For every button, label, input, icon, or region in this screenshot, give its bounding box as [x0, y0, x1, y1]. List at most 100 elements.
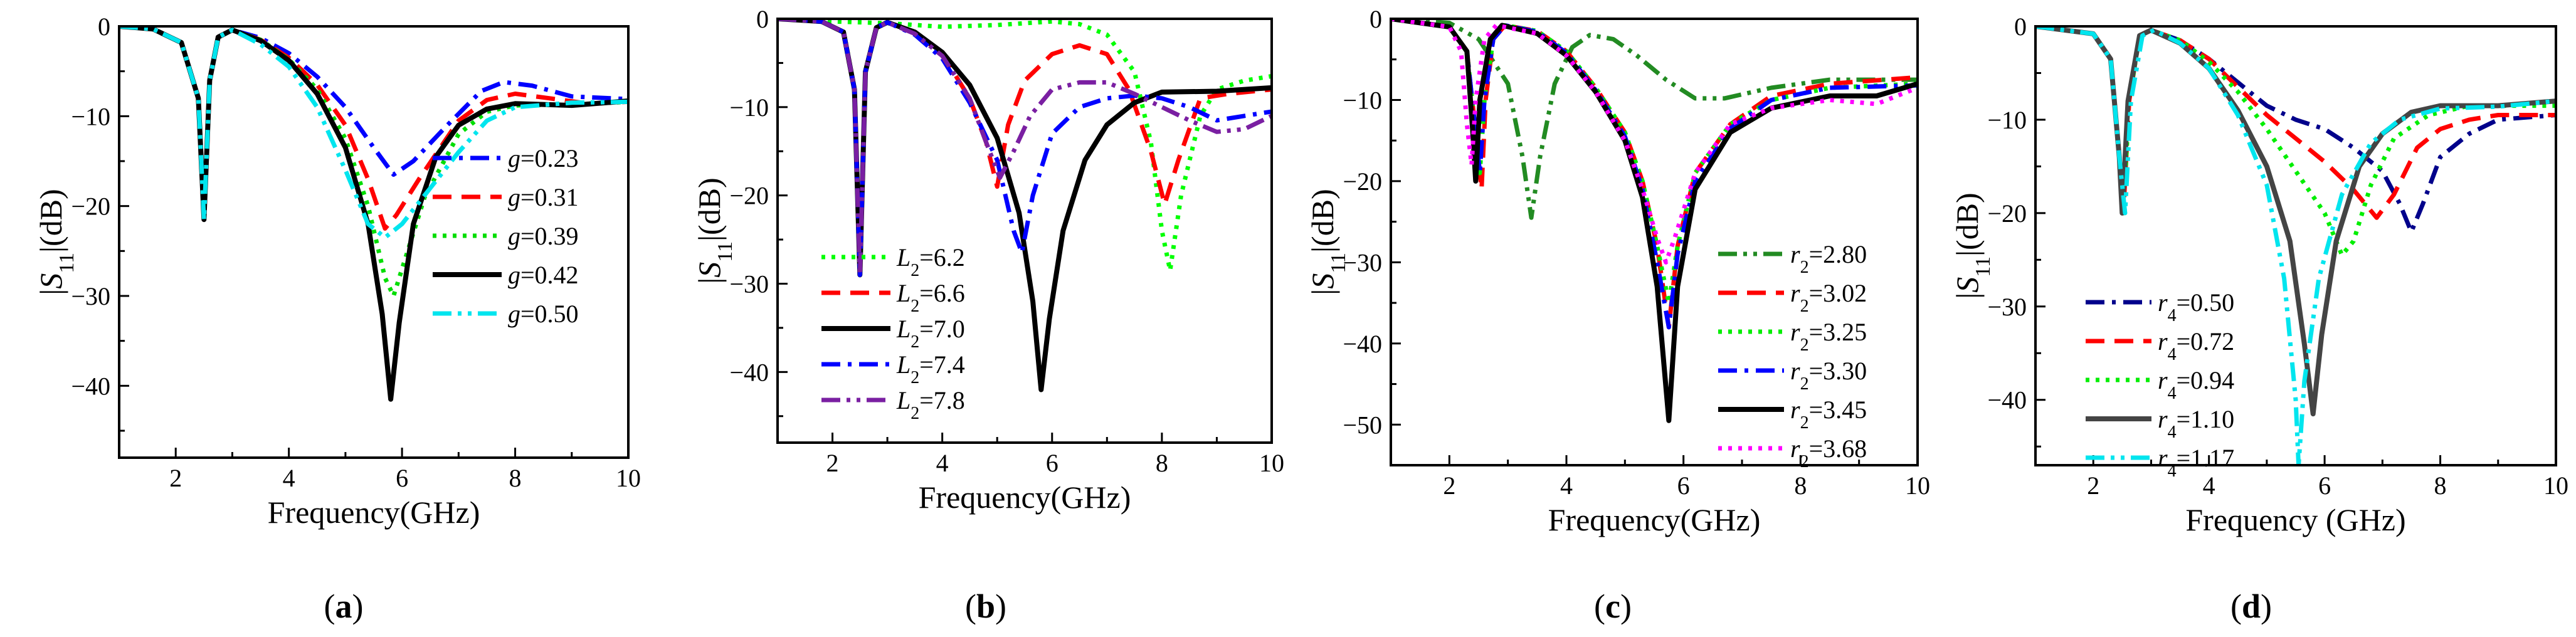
- legend-entry-label: r4=0.72: [2158, 327, 2234, 364]
- x-axis-label: Frequency(GHz): [268, 495, 480, 530]
- y-axis-label: |S11|(dB): [1950, 192, 1995, 298]
- y-tick-label: 0: [98, 13, 110, 41]
- y-tick-label: −20: [71, 192, 110, 221]
- y-tick-label: −30: [71, 282, 110, 310]
- x-tick-label: 10: [1905, 471, 1930, 500]
- y-tick-label: −20: [729, 182, 769, 210]
- legend-entry-label: L2=7.8: [896, 386, 965, 423]
- x-tick-label: 8: [2434, 471, 2447, 500]
- series-line-g-0-39: [119, 26, 628, 298]
- plot-frame: [118, 25, 630, 459]
- legend-entry-label: r4=1.10: [2158, 405, 2234, 442]
- legend-entry-label: r2=3.02: [1790, 279, 1867, 316]
- plot-frame: [2034, 25, 2557, 466]
- x-tick-label: 8: [1156, 449, 1168, 477]
- y-tick-label: −40: [71, 372, 110, 400]
- y-tick-label: −20: [1343, 167, 1382, 196]
- x-tick-label: 10: [2543, 471, 2568, 500]
- legend-entry-label: r2=3.68: [1790, 434, 1867, 471]
- y-tick-label: −10: [1987, 106, 2027, 134]
- x-tick-label: 4: [936, 449, 949, 477]
- plot-frame: [776, 18, 1273, 444]
- x-tick-label: 8: [1794, 471, 1807, 500]
- y-axis-label: |S11|(dB): [33, 189, 78, 295]
- x-tick-label: 6: [2318, 471, 2331, 500]
- series-line-r4-0-50: [2035, 26, 2556, 234]
- series-line-r4-0-94: [2035, 26, 2556, 258]
- legend: L2=6.2L2=6.6L2=7.0L2=7.4L2=7.8: [821, 243, 965, 423]
- legend-entry-label: L2=6.6: [896, 279, 965, 316]
- y-tick-label: −30: [1343, 248, 1382, 276]
- series-line-l2-6-6: [778, 19, 1272, 277]
- y-axis-label: |S11|(dB): [692, 177, 737, 283]
- legend: g=0.23 g=0.31 g=0.39 g=0.42 g=0.50: [433, 144, 579, 328]
- series-lines: [1391, 19, 1918, 423]
- x-tick-label: 2: [826, 449, 839, 477]
- legend-entry-label: r4=0.50: [2158, 288, 2234, 325]
- panel-label: (c): [1594, 587, 1632, 625]
- x-tick-label: 4: [1560, 471, 1573, 500]
- x-tick-label: 6: [1046, 449, 1058, 477]
- series-line-g-0-50: [119, 26, 628, 240]
- chart-panel-b: 2 4 6 8 10 0 −10 −20 −30 −40 Frequency(GHz) |S11|(d…: [692, 5, 1284, 625]
- series-lines: [119, 26, 628, 402]
- x-tick-label: 10: [616, 464, 641, 492]
- legend-entry-label: r2=2.80: [1790, 240, 1867, 277]
- series-lines: [2035, 26, 2556, 465]
- series-line-r4-1-17: [2035, 26, 2556, 465]
- y-tick-label: 0: [756, 5, 769, 33]
- y-tick-label: 0: [2014, 13, 2027, 41]
- y-tick-label: 0: [1370, 5, 1382, 33]
- y-tick-label: −10: [729, 93, 769, 122]
- y-tick-label: −40: [729, 358, 769, 386]
- chart-panel-a: 2 4 6 8 10 0 −10 −20 −30 −40 Frequency(GHz) |S11|(d…: [33, 13, 641, 625]
- series-lines: [778, 19, 1272, 392]
- legend-entry-label: L2=6.2: [896, 243, 965, 280]
- series-line-l2-7-0: [778, 19, 1272, 392]
- legend: r2=2.80r2=3.02r2=3.25r2=3.30r2=3.45r2=3.…: [1718, 240, 1867, 471]
- x-tick-label: 6: [396, 464, 408, 492]
- series-line-g-0-42: [119, 26, 628, 402]
- legend-entry-label: g=0.23: [508, 144, 579, 172]
- x-tick-label: 10: [1259, 449, 1284, 477]
- legend-entry-label: L2=7.4: [896, 350, 965, 387]
- panel-label: (d): [2230, 587, 2272, 625]
- x-tick-label: 2: [2087, 471, 2099, 500]
- legend-entry-label: g=0.42: [508, 261, 579, 289]
- chart-panel-c: 2 4 6 8 10 0 −10 −20 −30 −40 −50 Frequency(GHz) |S11…: [1305, 5, 1930, 625]
- y-tick-label: −50: [1343, 411, 1382, 439]
- x-tick-label: 4: [283, 464, 295, 492]
- x-tick-label: 2: [169, 464, 182, 492]
- legend-entry-label: g=0.31: [508, 183, 579, 211]
- chart-panel-d: 2 4 6 8 10 0 −10 −20 −30 −40 Frequency (GHz) |S11|(…: [1950, 13, 2568, 625]
- legend-entry-label: r4=0.94: [2158, 366, 2234, 403]
- y-axis-label: |S11|(dB): [1305, 189, 1350, 295]
- legend-entry-label: L2=7.0: [896, 315, 965, 352]
- legend-entry-label: r4=1.17: [2158, 444, 2234, 481]
- series-line-l2-7-4: [778, 19, 1272, 277]
- y-tick-label: −40: [1987, 386, 2027, 414]
- x-axis-label: Frequency(GHz): [1548, 502, 1761, 537]
- y-tick-label: −30: [729, 270, 769, 298]
- x-tick-label: 4: [2203, 471, 2215, 500]
- legend-entry-label: r2=3.45: [1790, 396, 1867, 433]
- y-tick-label: −40: [1343, 330, 1382, 358]
- legend-entry-label: r2=3.25: [1790, 318, 1867, 355]
- panel-label: (b): [965, 587, 1006, 625]
- series-line-r4-0-72: [2035, 26, 2556, 220]
- legend-entry-label: r2=3.30: [1790, 357, 1867, 394]
- series-line-r2-2-80: [1391, 19, 1918, 220]
- x-axis-label: Frequency(GHz): [919, 480, 1131, 515]
- y-tick-label: −10: [71, 102, 110, 130]
- series-line-r4-1-10: [2035, 26, 2556, 417]
- plot-frame: [1390, 18, 1919, 466]
- x-tick-label: 2: [1443, 471, 1455, 500]
- series-line-l2-7-8: [778, 19, 1272, 277]
- panel-label: (a): [324, 587, 364, 625]
- y-tick-label: −20: [1987, 199, 2027, 228]
- x-axis-label: Frequency (GHz): [2185, 502, 2405, 537]
- x-tick-label: 6: [1677, 471, 1690, 500]
- series-line-r2-3-45: [1391, 19, 1918, 423]
